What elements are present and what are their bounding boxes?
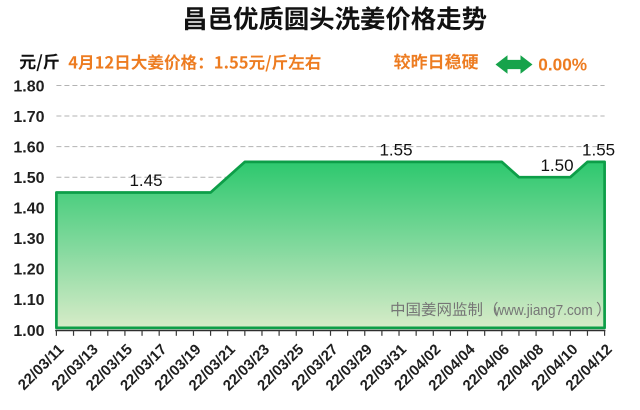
svg-text:1.70: 1.70 (13, 109, 44, 126)
svg-text:0.00%: 0.00% (538, 55, 587, 75)
svg-text:1.10: 1.10 (13, 292, 44, 309)
svg-text:1.00: 1.00 (13, 323, 44, 340)
svg-text:1.50: 1.50 (540, 156, 573, 175)
svg-text:1.40: 1.40 (13, 201, 44, 218)
svg-text:1.80: 1.80 (13, 78, 44, 95)
svg-text:1.60: 1.60 (13, 139, 44, 156)
svg-text:1.20: 1.20 (13, 262, 44, 279)
svg-text:1.50: 1.50 (13, 170, 44, 187)
svg-text:1.55: 1.55 (379, 141, 412, 160)
svg-text:1.55: 1.55 (582, 141, 615, 160)
svg-text:1.45: 1.45 (129, 171, 162, 190)
svg-text:1.30: 1.30 (13, 231, 44, 248)
svg-text:www.jiang7.com: www.jiang7.com (493, 302, 592, 319)
